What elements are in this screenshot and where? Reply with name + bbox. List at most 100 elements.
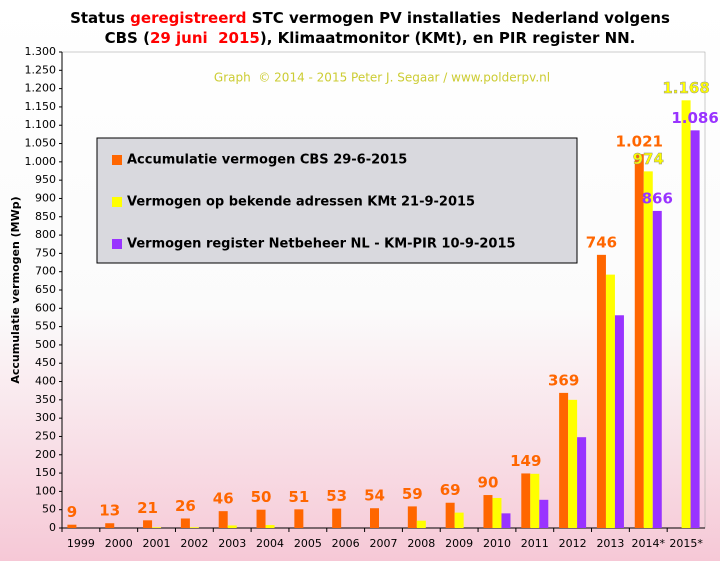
data-label: 50 <box>251 488 272 506</box>
y-tick-label: 400 <box>35 375 56 388</box>
data-label: 866 <box>642 189 673 207</box>
y-tick-label: 1.150 <box>25 100 57 113</box>
bar <box>614 315 624 528</box>
legend-swatch <box>112 239 122 249</box>
bar <box>577 437 587 528</box>
y-tick-label: 1.300 <box>25 45 57 58</box>
bar <box>559 392 569 528</box>
data-label: 9 <box>67 503 77 521</box>
bar <box>634 154 644 528</box>
data-label: 46 <box>213 490 234 508</box>
bar <box>180 518 190 528</box>
x-tick-label: 2008 <box>407 537 435 550</box>
bar <box>416 520 426 528</box>
data-label: 1.168 <box>662 79 709 97</box>
bar <box>143 520 153 528</box>
y-tick-label: 700 <box>35 265 56 278</box>
subtitle: Graph © 2014 - 2015 Peter J. Segaar / ww… <box>214 71 550 85</box>
bar <box>568 399 578 528</box>
bar <box>105 523 115 528</box>
y-tick-label: 1.200 <box>25 82 57 95</box>
bar <box>492 497 502 528</box>
y-tick-label: 450 <box>35 356 56 369</box>
bar <box>294 509 304 528</box>
bar <box>265 525 275 528</box>
y-tick-label: 1.000 <box>25 155 57 168</box>
data-label: 69 <box>440 481 461 499</box>
x-tick-label: 2005 <box>294 537 322 550</box>
data-label: 13 <box>99 502 120 520</box>
y-tick-label: 150 <box>35 466 56 479</box>
y-tick-label: 100 <box>35 484 56 497</box>
bar <box>256 509 266 528</box>
bar <box>67 524 77 528</box>
y-axis-label: Accumulatie vermogen (MWp) <box>9 196 22 383</box>
bar <box>189 527 199 528</box>
y-tick-label: 550 <box>35 320 56 333</box>
data-label: 21 <box>137 499 158 517</box>
bar <box>643 171 653 528</box>
bar <box>332 508 342 528</box>
y-tick-label: 1.050 <box>25 137 57 150</box>
bar <box>370 508 379 528</box>
chart-title: Status geregistreerd STC vermogen PV ins… <box>70 9 670 27</box>
bar <box>681 100 691 528</box>
y-tick-label: 800 <box>35 228 56 241</box>
chart-title: CBS (29 juni 2015), Klimaatmonitor (KMt)… <box>105 29 636 47</box>
title-part: 29 juni 2015 <box>150 29 260 47</box>
y-tick-label: 250 <box>35 429 56 442</box>
bar <box>605 274 615 528</box>
x-tick-label: 2015* <box>669 537 703 550</box>
y-tick-label: 750 <box>35 246 56 259</box>
bar <box>501 513 511 528</box>
bar <box>152 527 162 528</box>
bar <box>454 512 464 528</box>
data-label: 90 <box>478 474 499 492</box>
y-tick-label: 1.100 <box>25 118 57 131</box>
data-label: 369 <box>548 371 579 389</box>
bar <box>445 502 455 528</box>
data-label: 974 <box>633 150 664 168</box>
x-tick-label: 2010 <box>483 537 511 550</box>
y-tick-label: 850 <box>35 210 56 223</box>
legend-entry: Vermogen op bekende adressen KMt 21-9-20… <box>127 195 475 210</box>
title-part: CBS ( <box>105 29 150 47</box>
y-tick-label: 500 <box>35 338 56 351</box>
x-tick-label: 2002 <box>180 537 208 550</box>
data-label: 54 <box>364 487 385 505</box>
bar <box>652 210 662 528</box>
bar <box>521 473 531 528</box>
data-label: 26 <box>175 497 196 515</box>
x-tick-label: 2004 <box>256 537 284 550</box>
y-tick-label: 950 <box>35 173 56 186</box>
x-tick-label: 2000 <box>105 537 133 550</box>
x-tick-label: 2001 <box>143 537 171 550</box>
title-part: STC vermogen PV installaties Nederland v… <box>247 9 670 27</box>
legend-swatch <box>112 197 122 207</box>
title-part: ), Klimaatmonitor (KMt), en PIR register… <box>260 29 636 47</box>
x-tick-label: 2006 <box>332 537 360 550</box>
data-label: 1.086 <box>671 109 718 127</box>
y-tick-label: 900 <box>35 191 56 204</box>
x-tick-label: 2014* <box>632 537 666 550</box>
legend-entry: Vermogen register Netbeheer NL - KM-PIR … <box>127 237 516 252</box>
y-tick-label: 600 <box>35 301 56 314</box>
x-tick-label: 2013 <box>596 537 624 550</box>
y-tick-label: 300 <box>35 411 56 424</box>
bar <box>530 473 540 528</box>
y-tick-label: 0 <box>49 521 56 534</box>
legend-box <box>96 137 578 264</box>
x-tick-label: 2011 <box>521 537 549 550</box>
legend-entry: Accumulatie vermogen CBS 29-6-2015 <box>127 153 407 168</box>
x-tick-label: 2012 <box>559 537 587 550</box>
data-label: 149 <box>510 452 541 470</box>
y-tick-label: 200 <box>35 448 56 461</box>
y-tick-label: 350 <box>35 393 56 406</box>
data-label: 1.021 <box>616 133 663 151</box>
data-label: 746 <box>586 233 617 251</box>
legend-swatch <box>112 155 122 165</box>
bar <box>483 495 493 528</box>
x-tick-label: 2003 <box>218 537 246 550</box>
bar <box>596 254 606 528</box>
